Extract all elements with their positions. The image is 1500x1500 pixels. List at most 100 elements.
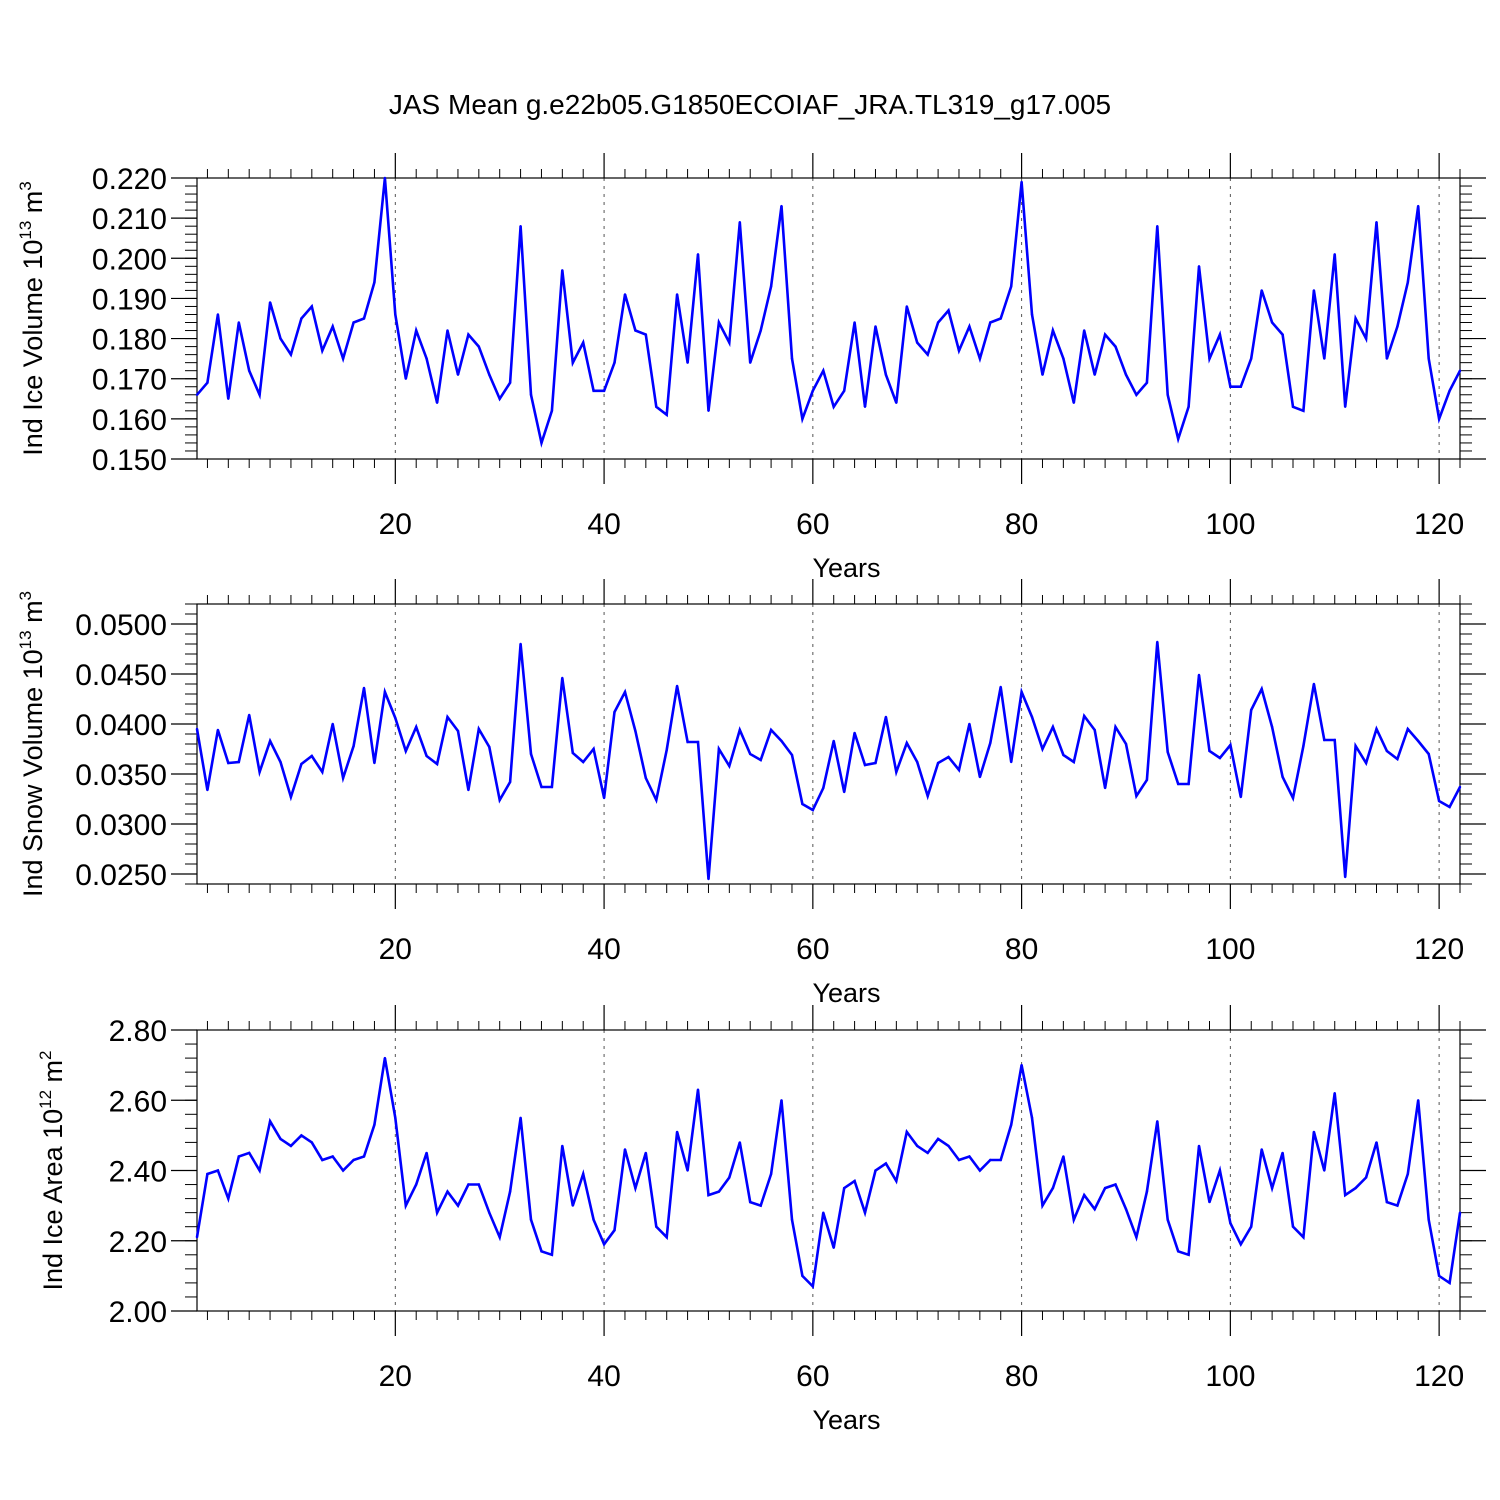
- data-point: [675, 293, 679, 296]
- plot-frame: [196, 603, 1461, 885]
- data-point: [926, 1151, 929, 1155]
- data-point: [1020, 180, 1023, 184]
- data-point: [373, 281, 376, 284]
- data-point: [790, 357, 794, 360]
- data-point: [467, 333, 470, 336]
- data-point: [425, 357, 428, 360]
- data-point: [1427, 357, 1430, 360]
- data-point: [352, 744, 355, 748]
- data-point: [905, 1130, 908, 1134]
- x-axis-label: Years: [812, 1405, 880, 1435]
- data-point: [968, 1155, 971, 1158]
- data-point: [206, 788, 209, 792]
- data-point: [1229, 385, 1232, 388]
- data-point: [1041, 1204, 1044, 1207]
- data-point: [1010, 1123, 1013, 1127]
- y-tick-label: 2.40: [109, 1156, 167, 1189]
- data-point: [529, 393, 533, 396]
- y-tick-label: 0.0450: [75, 659, 167, 692]
- data-point: [1020, 1063, 1023, 1067]
- data-point: [634, 1186, 637, 1190]
- y-axis-label-exp: 12: [36, 1090, 55, 1109]
- data-point: [519, 1116, 522, 1120]
- data-point: [383, 176, 387, 180]
- data-point: [1323, 1169, 1326, 1172]
- data-point: [561, 1144, 564, 1148]
- data-point: [1312, 289, 1316, 292]
- panel-2: 20 40 60 80 100 120 0.0250 0.0300 0.0350 0.0400 0.…: [16, 579, 1486, 1008]
- data-point: [686, 740, 689, 744]
- data-point: [561, 676, 564, 680]
- x-tick-label: 80: [1005, 1360, 1038, 1393]
- data-point: [1177, 437, 1180, 441]
- data-point: [488, 1211, 491, 1214]
- data-point: [1229, 1222, 1232, 1225]
- data-point: [435, 401, 439, 404]
- data-point: [1385, 357, 1389, 360]
- data-point: [1072, 401, 1076, 404]
- data-point: [1375, 1141, 1378, 1144]
- series-line: [195, 641, 1462, 880]
- data-point: [550, 1253, 554, 1257]
- data-point: [321, 1158, 324, 1162]
- data-point: [331, 325, 334, 328]
- data-point: [268, 301, 272, 304]
- data-point: [696, 253, 700, 256]
- data-point: [1344, 875, 1347, 879]
- data-point: [279, 337, 282, 340]
- data-point: [780, 1099, 783, 1102]
- data-point: [456, 1204, 460, 1207]
- data-point: [686, 1169, 689, 1172]
- data-point: [999, 685, 1002, 689]
- data-point: [571, 361, 574, 364]
- data-point: [655, 798, 658, 802]
- data-point: [289, 1144, 293, 1148]
- data-point: [1281, 1151, 1284, 1155]
- data-point: [936, 321, 940, 324]
- data-point: [216, 1169, 220, 1172]
- data-point: [300, 1134, 303, 1137]
- data-point: [832, 405, 835, 408]
- data-point: [341, 776, 345, 780]
- data-point: [383, 690, 387, 694]
- data-point: [1208, 1200, 1211, 1204]
- y-axis-label: Ind Ice Volume 1013 m3: [16, 181, 48, 456]
- x-tick-label: 60: [796, 508, 829, 541]
- data-point: [801, 1274, 804, 1278]
- data-point: [498, 397, 501, 400]
- data-point: [237, 321, 240, 324]
- data-point: [717, 321, 721, 324]
- data-point: [1124, 373, 1128, 376]
- data-point: [1083, 329, 1086, 332]
- data-point: [1030, 1116, 1034, 1120]
- data-point: [863, 763, 867, 767]
- data-point: [1166, 393, 1169, 396]
- data-point: [331, 1155, 334, 1158]
- data-point: [1417, 1099, 1420, 1102]
- data-point: [665, 748, 668, 752]
- data-point: [1323, 738, 1326, 742]
- data-point: [1197, 673, 1201, 677]
- data-point: [895, 770, 898, 774]
- y-tick-label: 2.00: [109, 1296, 167, 1329]
- data-point: [916, 1144, 919, 1148]
- data-point: [1291, 1225, 1295, 1228]
- data-point: [1062, 1155, 1065, 1158]
- data-point: [352, 321, 355, 324]
- data-point: [268, 1120, 272, 1123]
- data-point: [529, 752, 533, 756]
- y-tick-label: 0.180: [92, 324, 167, 357]
- y-tick-label: 0.200: [92, 243, 167, 276]
- data-point: [999, 317, 1002, 320]
- data-point: [561, 269, 564, 272]
- data-point: [602, 389, 606, 392]
- x-tick-label: 120: [1414, 1360, 1464, 1393]
- data-point: [1239, 385, 1243, 388]
- y-tick-label: 2.20: [109, 1226, 167, 1259]
- data-point: [884, 373, 888, 376]
- data-point: [321, 770, 324, 774]
- data-point: [237, 760, 240, 764]
- data-point: [1270, 1186, 1274, 1190]
- data-point: [623, 293, 627, 296]
